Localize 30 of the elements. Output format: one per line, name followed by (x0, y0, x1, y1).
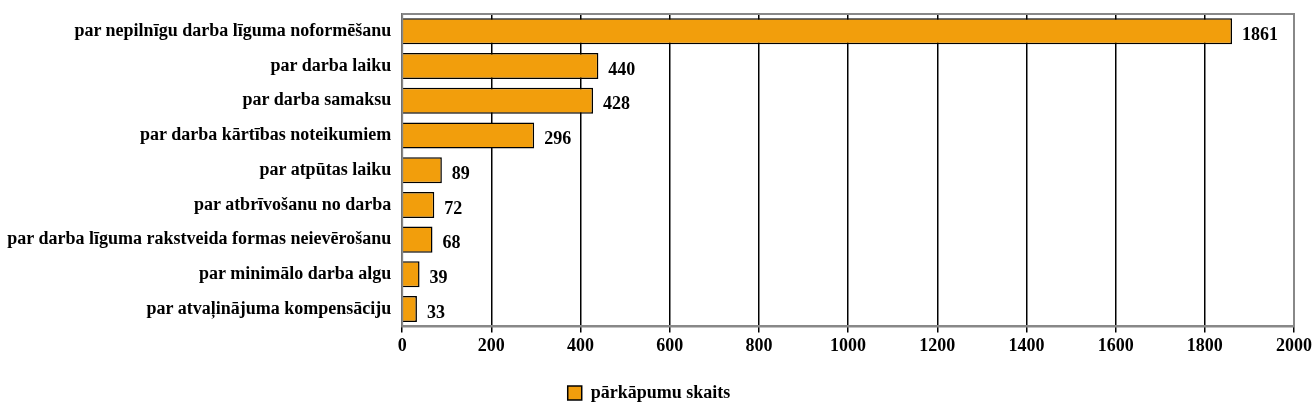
x-tick-label: 1000 (830, 334, 867, 355)
x-tick-label: 1600 (1097, 334, 1134, 355)
y-tick-label: par darba samaksu (242, 89, 392, 110)
data-label: 39 (429, 266, 448, 287)
data-label: 33 (426, 301, 445, 322)
x-tick-label: 1200 (919, 334, 956, 355)
data-label: 296 (544, 128, 572, 149)
y-tick-label: par darba kārtības noteikumiem (139, 124, 392, 145)
x-tick-label: 200 (477, 334, 505, 355)
x-tick-label: 0 (397, 334, 407, 355)
x-tick-label: 400 (567, 334, 595, 355)
y-tick-label: par nepilnīgu darba līguma noformēšanu (74, 20, 392, 41)
legend-label: pārkāpumu skaits (590, 381, 731, 402)
data-label: 89 (451, 162, 470, 183)
data-label: 1861 (1242, 24, 1279, 45)
data-label: 68 (442, 232, 461, 253)
x-tick-label: 1400 (1008, 334, 1045, 355)
x-tick-label: 800 (745, 334, 773, 355)
x-tick-label: 1800 (1186, 334, 1223, 355)
y-tick-label: par atbrīvošanu no darba (193, 193, 392, 214)
y-tick-label: par atpūtas laiku (259, 158, 392, 179)
x-tick-label: 2000 (1276, 334, 1312, 355)
y-tick-label: par minimālo darba algu (198, 262, 392, 283)
y-tick-label: par atvaļinājuma kompensāciju (146, 297, 392, 319)
data-label: 428 (603, 93, 631, 114)
y-tick-label: par darba līguma rakstveida formas neievērošanu (7, 228, 392, 249)
x-tick-label: 600 (656, 334, 684, 355)
data-label: 440 (608, 58, 636, 79)
data-label: 72 (444, 197, 463, 218)
y-tick-label: par darba laiku (270, 54, 392, 75)
